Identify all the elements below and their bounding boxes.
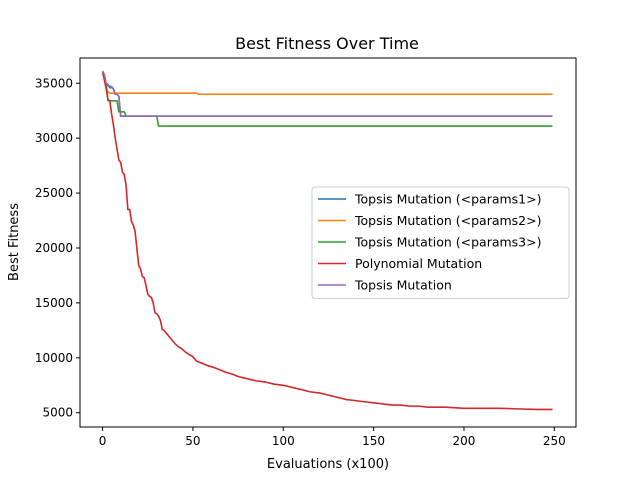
series-line-4 bbox=[101, 72, 553, 411]
chart-title: Best Fitness Over Time bbox=[235, 34, 419, 53]
y-tick-label: 10000 bbox=[35, 351, 73, 365]
axis-ticks: 0 50 100 150 200 250 5000 10000 15000 20000 25000 3… bbox=[35, 76, 566, 448]
y-tick-label: 30000 bbox=[35, 131, 73, 145]
y-tick-label: 25000 bbox=[35, 186, 73, 200]
series-line-3 bbox=[101, 70, 553, 127]
x-tick-label: 200 bbox=[453, 434, 476, 448]
x-tick-label: 150 bbox=[362, 434, 385, 448]
legend: Topsis Mutation (<params1>) Topsis Mutati… bbox=[311, 186, 570, 299]
x-tick-label: 250 bbox=[543, 434, 566, 448]
series-line-5 bbox=[101, 70, 553, 118]
y-tick-label: 5000 bbox=[42, 406, 73, 420]
x-tick-label: 50 bbox=[185, 434, 200, 448]
legend-label: Polynomial Mutation bbox=[355, 256, 482, 271]
y-tick-label: 20000 bbox=[35, 241, 73, 255]
x-axis-label: Evaluations (x100) bbox=[267, 457, 389, 472]
legend-label: Topsis Mutation bbox=[354, 278, 452, 293]
plot-frame bbox=[79, 57, 577, 428]
series-line-2 bbox=[101, 72, 553, 96]
x-tick-label: 0 bbox=[99, 434, 107, 448]
x-tick-label: 100 bbox=[272, 434, 295, 448]
legend-box bbox=[311, 186, 570, 299]
y-tick-label: 15000 bbox=[35, 296, 73, 310]
legend-label: Topsis Mutation (<params3>) bbox=[354, 235, 542, 250]
legend-label: Topsis Mutation (<params2>) bbox=[354, 213, 542, 228]
plot-area bbox=[101, 70, 553, 411]
y-axis-label: Best Fitness bbox=[7, 203, 22, 281]
legend-label: Topsis Mutation (<params1>) bbox=[354, 192, 542, 207]
y-tick-label: 35000 bbox=[35, 76, 73, 90]
